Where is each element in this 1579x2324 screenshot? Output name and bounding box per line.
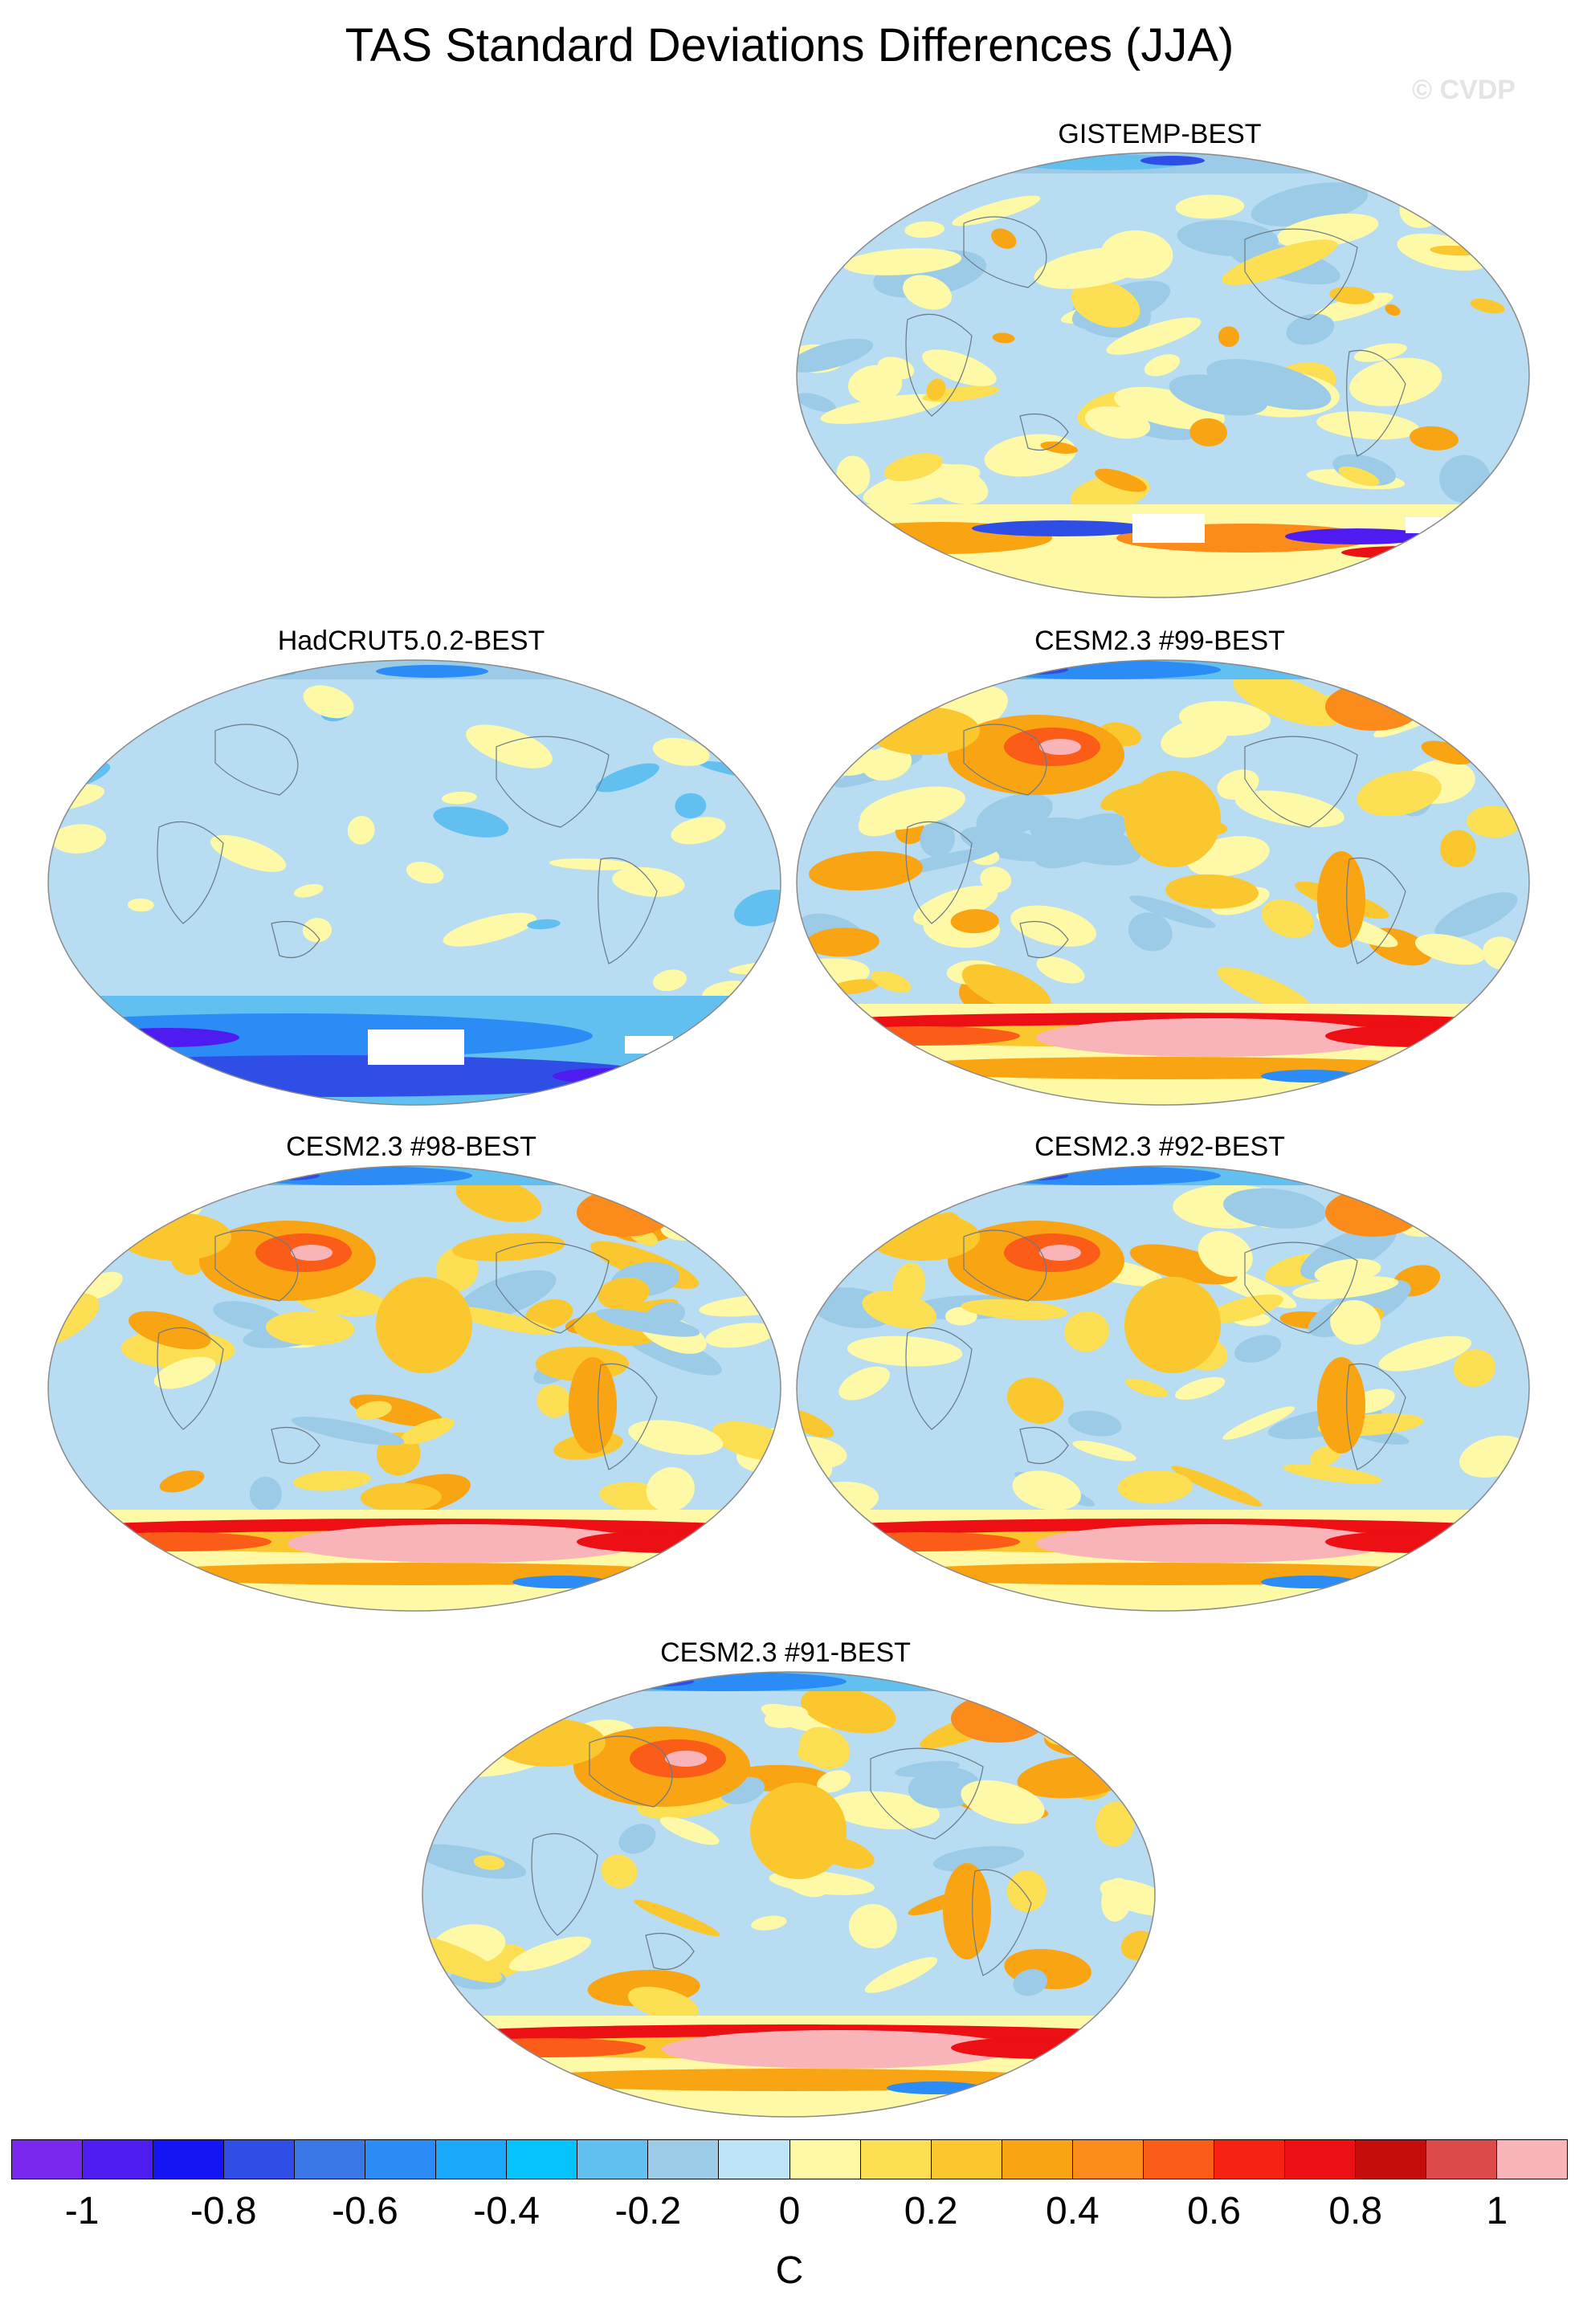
colorbar-swatch <box>790 2140 861 2179</box>
map-panel-gistemp <box>796 152 1530 598</box>
colorbar-swatch <box>577 2140 649 2179</box>
colorbar-tick-label: 0.6 <box>1187 2190 1241 2232</box>
colorbar-tick-label: -0.4 <box>473 2190 540 2232</box>
map-panel-cesm91 <box>422 1671 1156 2118</box>
colorbar-tick-label: 0.8 <box>1328 2190 1383 2232</box>
colorbar-swatch <box>1284 2140 1356 2179</box>
panel-title-cesm92: CESM2.3 #92-BEST <box>1034 1131 1285 1162</box>
colorbar-swatch <box>507 2140 578 2179</box>
colorbar-swatch <box>1072 2140 1144 2179</box>
map-panel-cesm98 <box>47 1165 781 1612</box>
panel-title-hadcrut: HadCRUT5.0.2-BEST <box>277 626 545 656</box>
colorbar <box>11 2139 1568 2179</box>
colorbar-tick-label: 1 <box>1486 2190 1508 2232</box>
panel-title-cesm98: CESM2.3 #98-BEST <box>286 1131 537 1162</box>
colorbar-tick-labels: -1 -0.8 -0.6 -0.4 -0.2 0 0.2 0.4 0.6 0.8 1 <box>11 2189 1568 2237</box>
colorbar-swatch <box>365 2140 437 2179</box>
map-panel-hadcrut <box>47 659 781 1106</box>
colorbar-tick-label: 0 <box>778 2190 801 2232</box>
colorbar-swatch <box>648 2140 720 2179</box>
colorbar-swatch <box>1355 2140 1426 2179</box>
map-panel-cesm92 <box>796 1165 1530 1612</box>
panel-title-cesm99: CESM2.3 #99-BEST <box>1034 626 1285 656</box>
colorbar-tick-label: -1 <box>64 2190 100 2232</box>
figure-title: TAS Standard Deviations Differences (JJA… <box>345 19 1234 71</box>
colorbar-swatch <box>860 2140 932 2179</box>
panel-title-cesm91: CESM2.3 #91-BEST <box>660 1637 911 1668</box>
colorbar-swatch <box>295 2140 366 2179</box>
colorbar-swatch <box>1426 2140 1497 2179</box>
panel-title-gistemp: GISTEMP-BEST <box>1058 119 1262 149</box>
colorbar-swatch <box>719 2140 790 2179</box>
colorbar-swatch <box>83 2140 154 2179</box>
colorbar-tick-label: 0.4 <box>1045 2190 1100 2232</box>
colorbar-tick-label: -0.6 <box>332 2190 398 2232</box>
colorbar-tick-label: -0.2 <box>614 2190 682 2232</box>
colorbar-swatch <box>931 2140 1002 2179</box>
colorbar-swatch <box>1496 2140 1568 2179</box>
colorbar-swatch <box>153 2140 225 2179</box>
colorbar-swatch <box>1214 2140 1285 2179</box>
colorbar-unit: C <box>775 2249 804 2292</box>
colorbar-tick-label: 0.2 <box>904 2190 958 2232</box>
map-panel-cesm99 <box>796 659 1530 1106</box>
colorbar-swatch <box>224 2140 296 2179</box>
watermark: © CVDP <box>1412 75 1516 105</box>
colorbar-swatch <box>1002 2140 1073 2179</box>
colorbar-tick-label: -0.8 <box>190 2190 257 2232</box>
colorbar-swatch <box>1143 2140 1214 2179</box>
colorbar-swatch <box>436 2140 508 2179</box>
colorbar-swatch <box>12 2140 84 2179</box>
